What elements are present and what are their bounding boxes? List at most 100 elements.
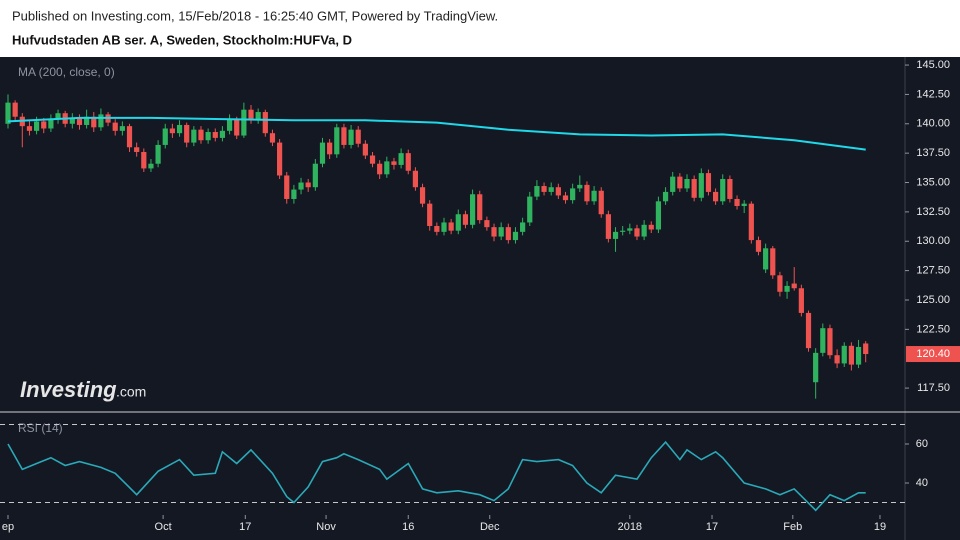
candle-body bbox=[484, 220, 490, 228]
candle-body bbox=[805, 312, 812, 349]
candle-body bbox=[455, 214, 461, 231]
candle-body bbox=[512, 231, 519, 241]
candle-body bbox=[391, 161, 397, 165]
candle-body bbox=[341, 127, 347, 145]
x-tick-label: Dec bbox=[480, 521, 500, 533]
candle-body bbox=[770, 248, 776, 276]
y-tick-label: 135.00 bbox=[916, 176, 950, 188]
candle-body bbox=[863, 343, 869, 355]
candle-body bbox=[141, 151, 147, 169]
candle-body bbox=[541, 186, 547, 192]
candle-body bbox=[384, 161, 390, 175]
candle-body bbox=[241, 109, 247, 136]
candle-body bbox=[148, 163, 154, 169]
candle-body bbox=[763, 248, 769, 270]
candle-body bbox=[798, 288, 804, 313]
candle-body bbox=[748, 203, 754, 241]
candle-body bbox=[377, 163, 383, 175]
header-bg bbox=[0, 0, 960, 57]
watermark-brand: Investing bbox=[20, 377, 117, 402]
candle-body bbox=[198, 129, 204, 141]
candle-body bbox=[534, 186, 540, 197]
candle-body bbox=[412, 170, 419, 188]
candle-body bbox=[112, 122, 118, 131]
candle-body bbox=[298, 182, 304, 190]
candle-body bbox=[277, 142, 283, 176]
candle-body bbox=[33, 121, 40, 131]
candle-body bbox=[634, 228, 640, 237]
ma-line bbox=[7, 116, 866, 151]
candle-body bbox=[41, 121, 47, 129]
last-price-label: 120.40 bbox=[916, 348, 950, 360]
candle-body bbox=[741, 203, 747, 207]
candle-body bbox=[91, 116, 97, 128]
candle-body bbox=[84, 116, 90, 125]
candle-body bbox=[48, 119, 54, 129]
plot-bg bbox=[0, 57, 960, 540]
candle-body bbox=[720, 178, 726, 202]
candle-body bbox=[677, 176, 683, 189]
candle-body bbox=[562, 195, 569, 201]
x-tick-label: 16 bbox=[402, 521, 414, 533]
candle-body bbox=[691, 178, 697, 198]
candle-body bbox=[169, 128, 175, 134]
candle-body bbox=[777, 275, 783, 292]
candle-body bbox=[791, 283, 797, 289]
x-tick-label: Feb bbox=[783, 521, 802, 533]
candle-body bbox=[477, 194, 483, 221]
candle-body bbox=[119, 126, 125, 131]
candle-body bbox=[577, 184, 583, 189]
candle-body bbox=[612, 231, 619, 239]
candle-body bbox=[405, 153, 411, 171]
candle-body bbox=[627, 228, 633, 231]
candle-body bbox=[620, 230, 626, 232]
x-tick-label: 17 bbox=[706, 521, 718, 533]
candle-body bbox=[605, 214, 611, 239]
y-tick-label: 130.00 bbox=[916, 235, 950, 247]
candle-body bbox=[191, 129, 197, 143]
candle-body bbox=[269, 133, 276, 143]
rsi-legend: RSI (14) bbox=[18, 421, 63, 435]
candle-body bbox=[362, 143, 368, 156]
candle-body bbox=[591, 190, 597, 202]
candle-body bbox=[348, 129, 354, 145]
header: Published on Investing.com, 15/Feb/2018 … bbox=[12, 8, 498, 23]
candle-body bbox=[55, 113, 61, 120]
candle-body bbox=[641, 224, 647, 237]
x-tick-label: Oct bbox=[155, 521, 172, 533]
candle-body bbox=[520, 222, 526, 232]
candle-body bbox=[498, 227, 504, 237]
candle-body bbox=[684, 178, 690, 189]
candle-body bbox=[570, 188, 576, 201]
candle-body bbox=[648, 224, 654, 230]
candle-body bbox=[126, 126, 133, 148]
candle-body bbox=[219, 130, 226, 138]
candle-body bbox=[155, 144, 161, 164]
x-tick-label: 2018 bbox=[618, 521, 642, 533]
candle-body bbox=[655, 201, 662, 230]
candle-body bbox=[69, 117, 75, 124]
x-tick-label: 19 bbox=[874, 521, 886, 533]
candle-body bbox=[441, 222, 447, 232]
candle-body bbox=[527, 196, 533, 223]
y-tick-label: 145.00 bbox=[916, 59, 950, 71]
candle-body bbox=[784, 285, 790, 292]
y-tick-label: 127.50 bbox=[916, 265, 950, 277]
candle-body bbox=[598, 190, 604, 215]
candle-body bbox=[12, 102, 18, 117]
candle-body bbox=[820, 328, 826, 353]
candle-body bbox=[212, 132, 218, 138]
candle-body bbox=[491, 227, 497, 237]
candle-body bbox=[205, 132, 211, 141]
candle-body bbox=[834, 355, 840, 364]
candle-body bbox=[448, 222, 454, 231]
candle-body bbox=[662, 191, 669, 202]
ma-legend: MA (200, close, 0) bbox=[18, 65, 115, 79]
candle-body bbox=[755, 240, 762, 252]
watermark-suffix: .com bbox=[116, 384, 146, 400]
candle-body bbox=[284, 175, 290, 199]
candle-body bbox=[555, 187, 561, 196]
candle-body bbox=[548, 187, 554, 192]
